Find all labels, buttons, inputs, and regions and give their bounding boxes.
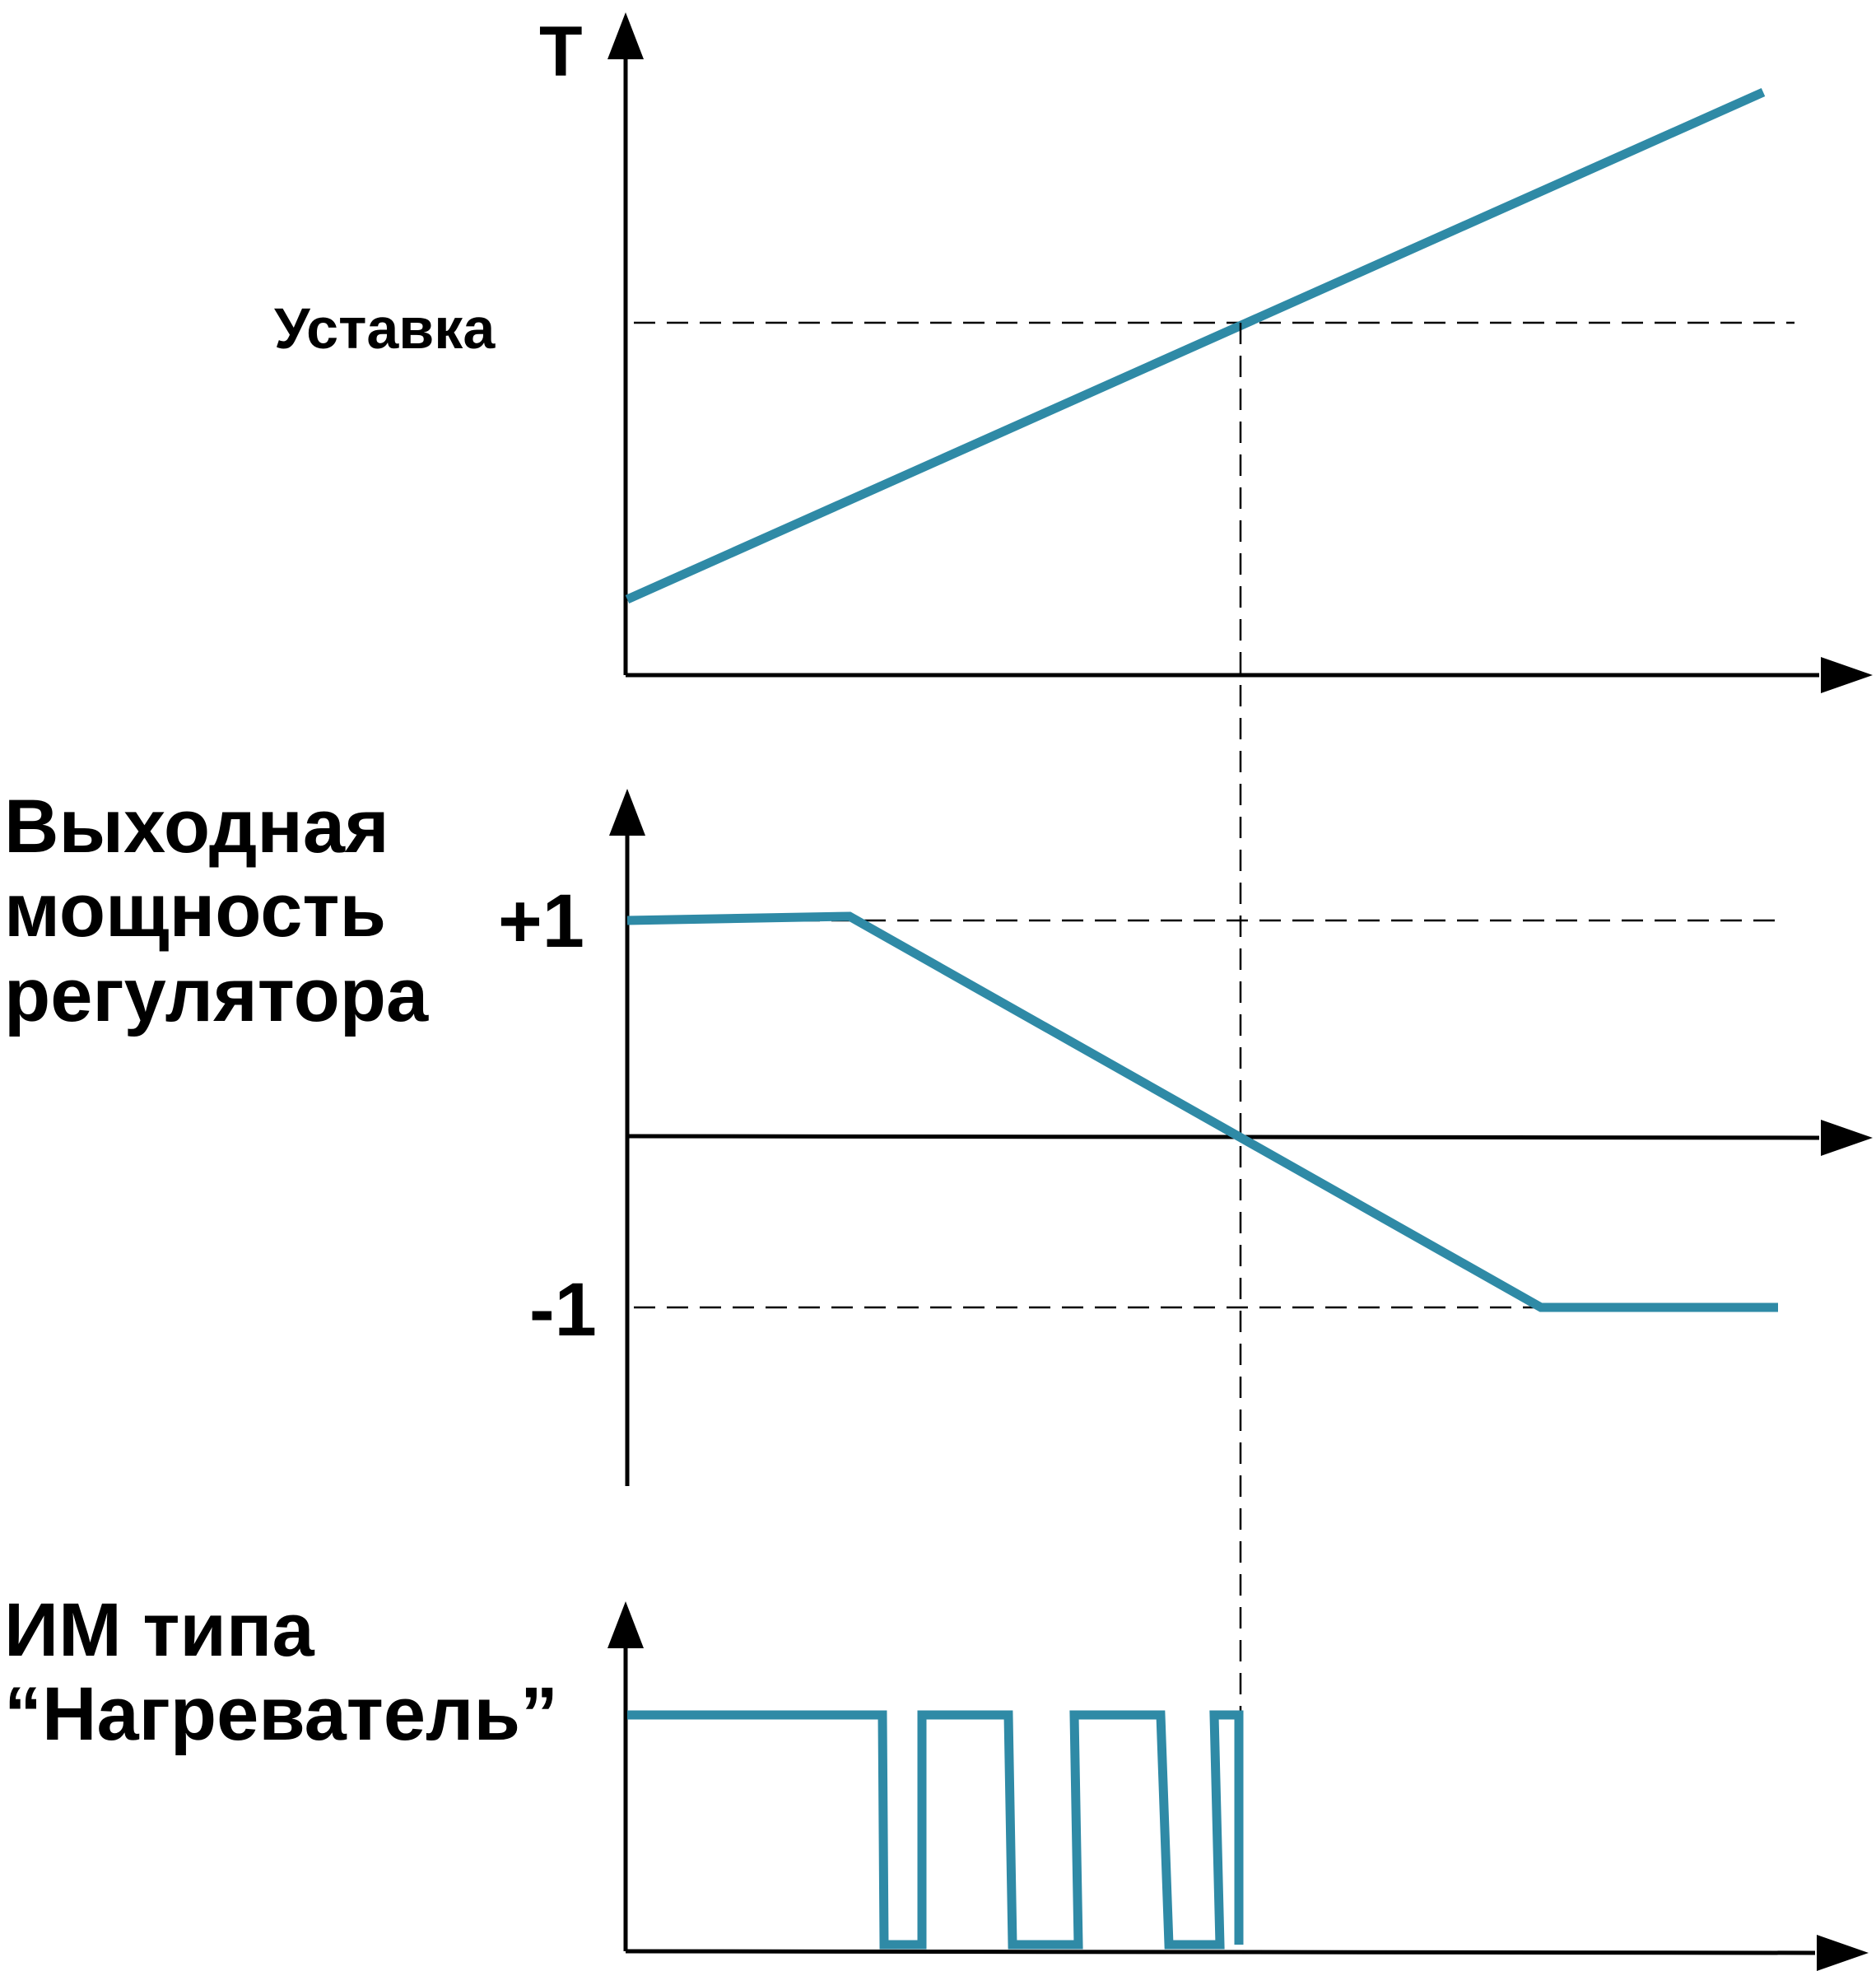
heater-x-axis bbox=[625, 1949, 1816, 1955]
controller-output-panel: Выходная мощность регулятора +1 -1 bbox=[4, 785, 1873, 1486]
heater-x-axis-arrow bbox=[1817, 1935, 1869, 1971]
temperature-curve bbox=[625, 87, 1766, 604]
setpoint-label: Уставка bbox=[274, 296, 496, 361]
output-x-axis bbox=[626, 1134, 1820, 1140]
heater-title-line-2: “Нагреватель” bbox=[4, 1672, 558, 1756]
controller-output-curve bbox=[626, 911, 1778, 1312]
heater-y-axis-arrow bbox=[607, 1601, 644, 1648]
heater-pulse-signal bbox=[627, 1710, 1244, 1950]
output-title-line-1: Выходная bbox=[4, 785, 389, 869]
output-x-axis-arrow bbox=[1821, 1120, 1873, 1156]
output-title-line-3: регулятора bbox=[4, 953, 429, 1037]
temperature-y-axis-arrow bbox=[607, 12, 644, 59]
temperature-x-axis-arrow bbox=[1821, 657, 1873, 693]
output-y-axis-arrow bbox=[609, 789, 645, 836]
heater-actuator-panel: ИМ типа “Нагреватель” bbox=[4, 1588, 1869, 1971]
temperature-axis-label: Т bbox=[539, 12, 583, 91]
minus-one-label: -1 bbox=[529, 1268, 597, 1352]
plus-one-label: +1 bbox=[498, 879, 584, 963]
output-title-line-2: мощность bbox=[4, 869, 386, 953]
heater-title-line-1: ИМ типа bbox=[4, 1588, 315, 1672]
temperature-panel: Т Уставка bbox=[274, 12, 1873, 693]
